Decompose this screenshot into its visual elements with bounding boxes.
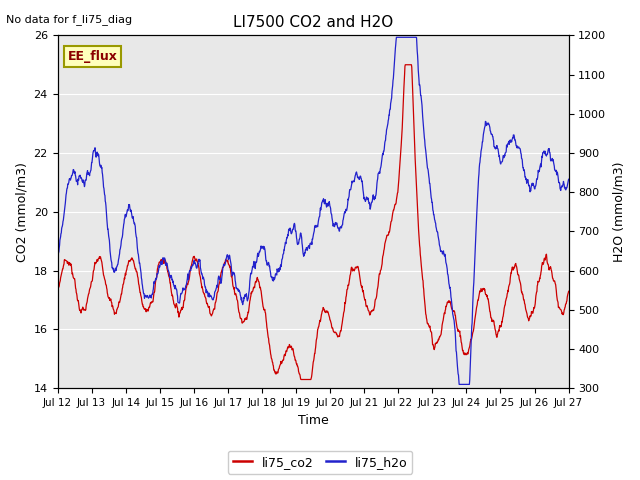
Legend: li75_co2, li75_h2o: li75_co2, li75_h2o bbox=[228, 451, 412, 474]
Text: No data for f_li75_diag: No data for f_li75_diag bbox=[6, 14, 132, 25]
Y-axis label: H2O (mmol/m3): H2O (mmol/m3) bbox=[612, 162, 625, 262]
Y-axis label: CO2 (mmol/m3): CO2 (mmol/m3) bbox=[15, 162, 28, 262]
Text: EE_flux: EE_flux bbox=[68, 50, 118, 63]
Title: LI7500 CO2 and H2O: LI7500 CO2 and H2O bbox=[233, 15, 393, 30]
X-axis label: Time: Time bbox=[298, 414, 328, 427]
